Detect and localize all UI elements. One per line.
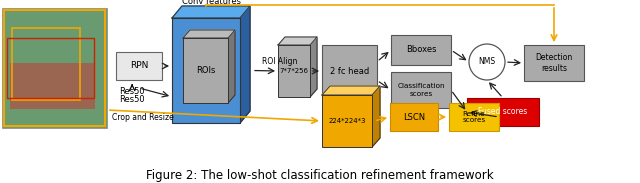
Text: 224*224*3: 224*224*3 xyxy=(328,118,365,124)
Text: Bboxes: Bboxes xyxy=(406,46,436,55)
Text: RPN: RPN xyxy=(130,61,148,70)
Bar xyxy=(391,35,451,65)
Bar xyxy=(172,18,240,123)
Text: Classification
scores: Classification scores xyxy=(397,83,445,96)
Bar xyxy=(322,45,377,97)
Text: ROI Align: ROI Align xyxy=(262,57,298,66)
Bar xyxy=(391,72,451,108)
Text: Detection
results: Detection results xyxy=(536,53,573,73)
Bar xyxy=(322,95,372,147)
Text: Refine
scores: Refine scores xyxy=(462,111,486,124)
Text: Res50: Res50 xyxy=(119,96,145,104)
Polygon shape xyxy=(183,30,235,38)
Bar xyxy=(449,103,499,131)
Bar xyxy=(7,38,94,98)
Bar xyxy=(524,45,584,81)
Polygon shape xyxy=(228,30,235,103)
Bar xyxy=(183,38,228,103)
Text: ROIs: ROIs xyxy=(196,66,215,75)
Polygon shape xyxy=(372,86,380,147)
Text: 7*7*256: 7*7*256 xyxy=(280,68,308,74)
Bar xyxy=(390,103,438,131)
Bar xyxy=(12,28,80,100)
Bar xyxy=(4,10,105,126)
Polygon shape xyxy=(172,6,250,18)
Text: Res50: Res50 xyxy=(119,87,145,96)
Text: Crop and Resize: Crop and Resize xyxy=(112,113,173,122)
Text: Figure 2: The low-shot classification refinement framework: Figure 2: The low-shot classification re… xyxy=(146,169,494,182)
Polygon shape xyxy=(310,37,317,97)
Text: 2 fc head: 2 fc head xyxy=(330,66,369,76)
Polygon shape xyxy=(240,6,250,123)
Polygon shape xyxy=(322,86,380,95)
Bar xyxy=(467,98,539,126)
Text: NMS: NMS xyxy=(479,57,495,66)
Text: LSCN: LSCN xyxy=(403,113,425,122)
Text: Fused scores: Fused scores xyxy=(478,107,527,117)
Bar xyxy=(278,45,310,97)
Polygon shape xyxy=(278,37,317,45)
Text: Conv features: Conv features xyxy=(182,0,241,5)
Bar xyxy=(2,8,107,128)
Circle shape xyxy=(469,44,505,80)
Bar xyxy=(10,63,95,109)
Bar xyxy=(116,52,162,80)
